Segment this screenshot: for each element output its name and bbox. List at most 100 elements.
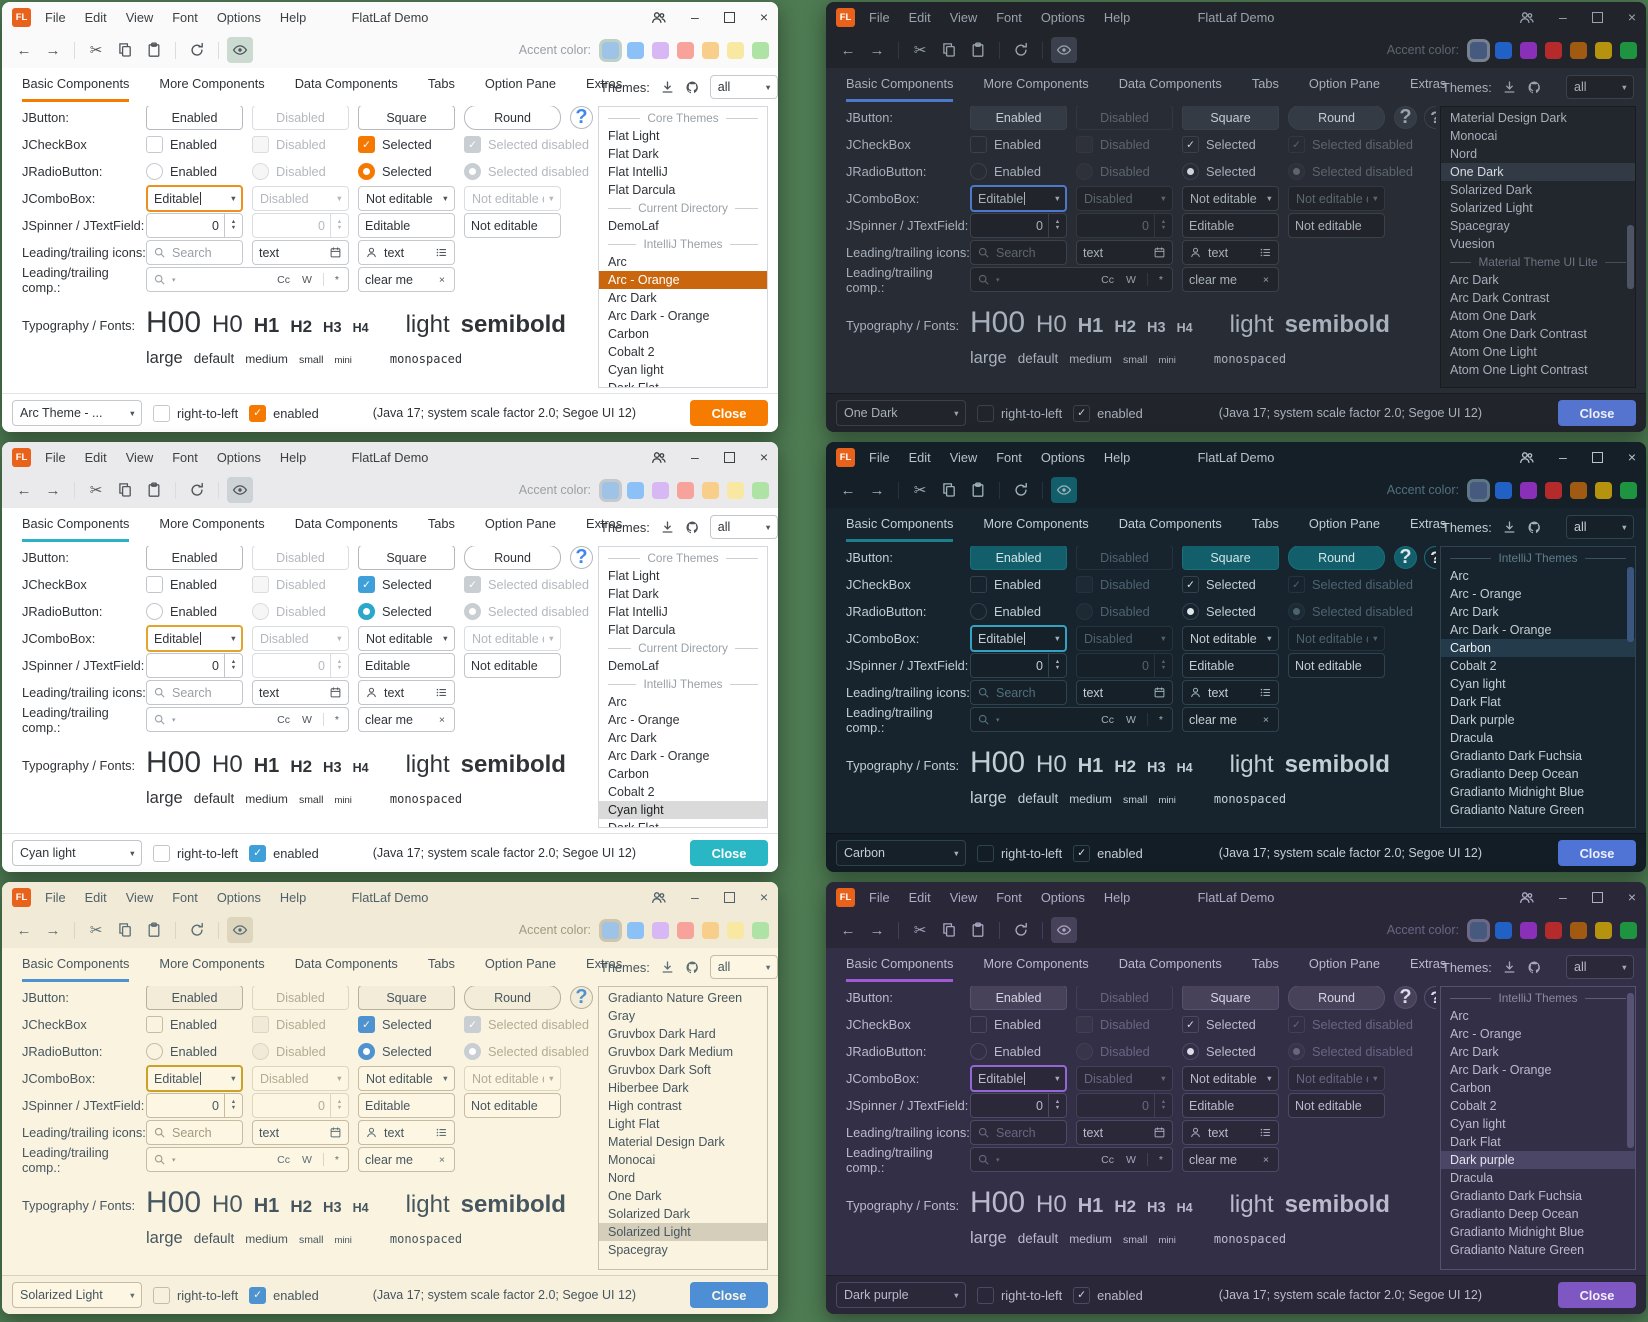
- accent-swatch-6[interactable]: [1595, 41, 1612, 59]
- theme-list-item[interactable]: Spacegray: [1450, 219, 1510, 233]
- theme-list-item[interactable]: Flat Light: [608, 129, 660, 143]
- scrollbar-thumb[interactable]: [1627, 566, 1634, 643]
- regex-button[interactable]: *: [1158, 273, 1163, 286]
- button-round[interactable]: Round: [464, 546, 561, 570]
- paste-icon[interactable]: [141, 37, 167, 63]
- checkbox-selected[interactable]: ✓: [1182, 576, 1199, 593]
- theme-selector[interactable]: Dark purple ▼: [836, 1282, 966, 1308]
- spinner-1[interactable]: 0 ▲ ▼: [970, 1093, 1067, 1118]
- textfield-not-editable[interactable]: Not editable: [1288, 213, 1385, 238]
- clear-field[interactable]: clear me ×: [358, 267, 455, 292]
- help-button[interactable]: ?: [1394, 986, 1417, 1009]
- accent-swatch-5[interactable]: [702, 481, 719, 499]
- paste-icon[interactable]: [141, 917, 167, 943]
- theme-list-item[interactable]: Arc - Orange: [599, 271, 767, 289]
- accent-swatch-2[interactable]: [1495, 41, 1512, 59]
- tab-extras[interactable]: Extras: [586, 516, 623, 531]
- menu-view[interactable]: View: [949, 449, 978, 465]
- menu-font[interactable]: Font: [996, 889, 1022, 905]
- theme-list-item[interactable]: Arc Dark: [608, 731, 657, 745]
- theme-list-item[interactable]: Cyan light: [1450, 677, 1506, 691]
- regex-button[interactable]: *: [334, 273, 339, 286]
- minimize-button[interactable]: –: [691, 449, 699, 465]
- theme-list-item[interactable]: Nord: [608, 1171, 636, 1185]
- search-field[interactable]: Search: [970, 240, 1067, 265]
- menu-help[interactable]: Help: [1103, 449, 1131, 465]
- themes-filter-select[interactable]: all ▼: [1566, 955, 1634, 979]
- themes-filter-select[interactable]: all ▼: [1566, 515, 1634, 539]
- download-icon[interactable]: [660, 520, 675, 535]
- radio-selected[interactable]: [358, 163, 375, 180]
- whole-words-button[interactable]: W: [301, 1153, 312, 1166]
- theme-list-item[interactable]: Dark purple: [1450, 713, 1515, 727]
- calendar-icon[interactable]: [329, 1126, 342, 1139]
- theme-list-item[interactable]: Cobalt 2: [1450, 659, 1497, 673]
- github-icon[interactable]: [1527, 80, 1542, 95]
- match-case-button[interactable]: Cc: [1101, 713, 1114, 726]
- spinner-buttons[interactable]: ▲ ▼: [224, 214, 242, 237]
- user-field[interactable]: text: [1182, 240, 1279, 265]
- user-field[interactable]: text: [1182, 680, 1279, 705]
- back-button[interactable]: ←: [16, 921, 32, 939]
- enabled-checkbox[interactable]: ✓: [1073, 1286, 1091, 1304]
- theme-list-item[interactable]: Flat Darcula: [608, 623, 676, 637]
- match-case-button[interactable]: Cc: [1101, 1153, 1114, 1166]
- spinner-1[interactable]: 0 ▲ ▼: [146, 653, 243, 678]
- list-icon[interactable]: [435, 1126, 448, 1139]
- match-case-button[interactable]: Cc: [277, 713, 290, 726]
- theme-list-item[interactable]: Dracula: [1450, 731, 1494, 745]
- button-enabled[interactable]: Enabled: [970, 986, 1067, 1010]
- themes-filter-select[interactable]: all ▼: [709, 515, 778, 539]
- tab-more-components[interactable]: More Components: [983, 516, 1089, 531]
- refresh-icon[interactable]: [184, 37, 210, 63]
- tab-extras[interactable]: Extras: [1410, 516, 1447, 531]
- tab-basic-components[interactable]: Basic Components: [22, 68, 130, 102]
- theme-list-item[interactable]: Arc - Orange: [1450, 1027, 1522, 1041]
- radio-enabled[interactable]: [146, 603, 163, 620]
- combobox-editable[interactable]: Editable ▼: [970, 1065, 1067, 1092]
- theme-list-item[interactable]: Light Flat: [608, 1117, 660, 1131]
- github-icon[interactable]: [685, 80, 700, 95]
- button-enabled[interactable]: Enabled: [970, 106, 1067, 130]
- accent-swatch-3[interactable]: [652, 41, 669, 59]
- regex-button[interactable]: *: [334, 713, 339, 726]
- regex-button[interactable]: *: [1158, 713, 1163, 726]
- help-button-2[interactable]: ?: [1424, 986, 1436, 1009]
- help-button[interactable]: ?: [570, 986, 593, 1009]
- menu-edit[interactable]: Edit: [908, 889, 931, 905]
- minimize-button[interactable]: –: [1559, 889, 1567, 905]
- tab-more-components[interactable]: More Components: [159, 956, 265, 971]
- tab-tabs[interactable]: Tabs: [427, 956, 455, 971]
- list-icon[interactable]: [435, 686, 448, 699]
- whole-words-button[interactable]: W: [1125, 713, 1136, 726]
- menu-help[interactable]: Help: [279, 9, 307, 25]
- date-field[interactable]: text: [252, 680, 349, 705]
- accent-swatch-5[interactable]: [702, 921, 719, 939]
- accent-swatch-4[interactable]: [677, 481, 694, 499]
- menu-edit[interactable]: Edit: [908, 449, 931, 465]
- tab-option-pane[interactable]: Option Pane: [484, 516, 557, 531]
- refresh-icon[interactable]: [1008, 477, 1034, 503]
- spinner-buttons[interactable]: ▲ ▼: [224, 1094, 242, 1117]
- copy-icon[interactable]: [936, 917, 962, 943]
- download-icon[interactable]: [1502, 520, 1517, 535]
- button-enabled[interactable]: Enabled: [146, 986, 243, 1010]
- theme-list-item[interactable]: Dark Flat: [1450, 695, 1501, 709]
- theme-list-item[interactable]: Gruvbox Dark Soft: [608, 1063, 711, 1077]
- clear-field[interactable]: clear me ×: [1182, 707, 1279, 732]
- date-field[interactable]: text: [1076, 240, 1173, 265]
- user-field[interactable]: text: [358, 240, 455, 265]
- accent-swatch-1[interactable]: [1470, 41, 1487, 59]
- menu-options[interactable]: Options: [216, 449, 261, 465]
- accent-swatch-6[interactable]: [727, 921, 744, 939]
- tab-data-components[interactable]: Data Components: [1118, 76, 1222, 91]
- enabled-checkbox[interactable]: ✓: [1073, 404, 1091, 422]
- close-button[interactable]: Close: [1558, 840, 1636, 866]
- menu-view[interactable]: View: [949, 9, 978, 25]
- eye-icon[interactable]: [227, 477, 253, 503]
- list-icon[interactable]: [1259, 1126, 1272, 1139]
- close-button[interactable]: Close: [690, 840, 768, 866]
- theme-list-item[interactable]: Arc - Orange: [608, 713, 680, 727]
- copy-icon[interactable]: [936, 37, 962, 63]
- theme-list-item[interactable]: Gradianto Dark Fuchsia: [1450, 749, 1583, 763]
